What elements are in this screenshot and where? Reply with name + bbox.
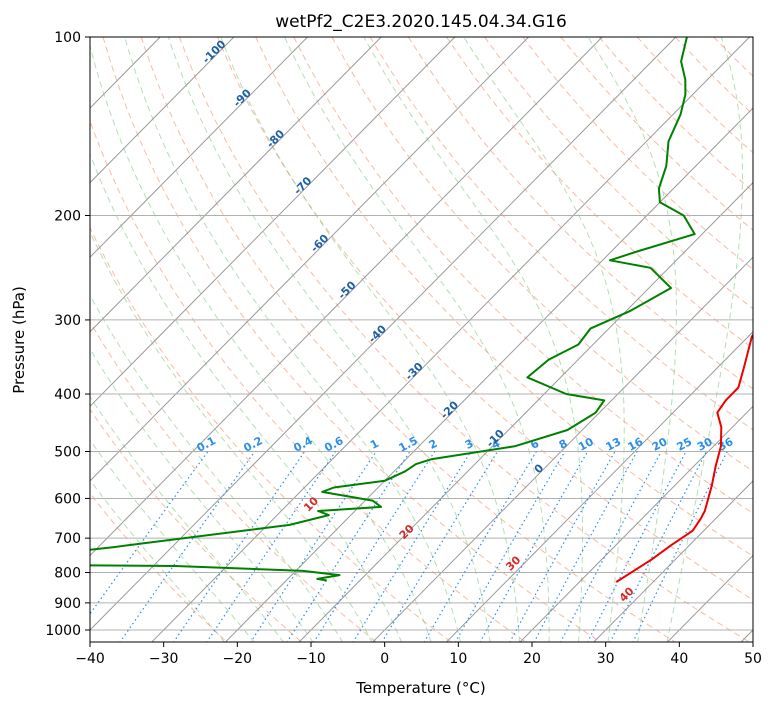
y-tick-label: 400 (54, 387, 81, 403)
moist-adiabat-line (90, 230, 373, 642)
moist-adiabat-line (90, 348, 314, 642)
x-tick-label: 30 (597, 651, 615, 667)
x-tick-label: 50 (744, 651, 762, 667)
moist-adiabats (90, 37, 743, 642)
mixing-ratio-label: 10 (576, 435, 596, 454)
mixing-ratio-line (560, 451, 662, 642)
plot-frame (89, 36, 754, 643)
moist-adiabat-line (587, 37, 677, 642)
mixing-ratio-label: 20 (650, 435, 670, 454)
dry-adiabat-line (446, 37, 753, 350)
moist-adiabat-line (363, 37, 584, 642)
isotherm-line (298, 181, 753, 642)
mixing-ratio-line (286, 451, 411, 642)
mixing-ratio-line (313, 451, 436, 642)
dry-adiabats (90, 37, 753, 642)
isobars (90, 37, 753, 631)
mixing-ratio-line (173, 451, 306, 642)
moist-adiabat-line (90, 44, 432, 642)
dry-adiabat-line (102, 37, 602, 642)
temperature-line (615, 333, 753, 583)
y-axis-label: Pressure (hPa) (10, 286, 28, 394)
x-tick-label: 0 (380, 651, 389, 667)
isotherm-line (90, 37, 456, 408)
moist-adiabat-line (124, 37, 462, 642)
isotherm-line (224, 107, 753, 642)
x-tick-label: 20 (523, 651, 541, 667)
x-tick-label: −20 (223, 651, 253, 667)
x-tick-label: 10 (449, 651, 467, 667)
isotherm-line (372, 256, 753, 642)
dry-adiabat-line (90, 320, 378, 642)
y-tick-label: 200 (54, 209, 81, 225)
moist-adiabat-line (90, 439, 255, 642)
isotherm-line (90, 37, 603, 557)
moist-adiabat-line (220, 37, 521, 642)
y-tick-label: 100 (54, 30, 81, 46)
dry-adiabat-line (90, 226, 452, 642)
profile-series (90, 37, 753, 583)
isotherm-line (519, 405, 753, 642)
mixing-ratio-label: 13 (604, 435, 624, 454)
isotherm-line (90, 37, 308, 258)
dry-adiabat-line (217, 37, 753, 601)
mixing-ratio-label: 16 (626, 435, 646, 454)
dry-adiabat-line (407, 37, 753, 390)
y-tick-label: 1000 (45, 623, 81, 639)
mixing-ratio-line (381, 451, 499, 642)
moist-adiabat-line (284, 37, 550, 642)
x-tick-label: −10 (296, 651, 326, 667)
y-tick-label: 900 (54, 596, 81, 612)
dry-adiabat-line (90, 408, 303, 642)
isotherm-line (90, 37, 382, 333)
isotherm-line (90, 37, 529, 482)
isotherm-line (151, 37, 750, 642)
dry-adiabat-line (140, 37, 676, 642)
moist-adiabat-line (90, 294, 344, 642)
dry-adiabat-line (293, 37, 753, 514)
x-axis-label: Temperature (°C) (355, 679, 485, 697)
mixing-ratio-line (533, 451, 638, 642)
dewpoint-line (90, 37, 696, 582)
y-tick-label: 600 (54, 491, 81, 507)
mixing-ratio-line (119, 451, 256, 642)
moist-adiabat-line (90, 395, 285, 642)
moist-adiabat-line (463, 37, 625, 642)
dry-adiabat-line (369, 37, 753, 431)
moist-adiabat-line (666, 37, 743, 642)
mixing-ratio-lines (90, 451, 728, 642)
isotherms (90, 37, 753, 642)
y-axis: 100 200 300 400 500 600 700 800 900 1000 (45, 30, 90, 639)
moist-adiabat-line (90, 479, 226, 642)
x-tick-label: −40 (75, 651, 105, 667)
y-tick-label: 500 (54, 444, 81, 460)
mixing-ratio-line (632, 451, 728, 642)
y-tick-label: 800 (54, 566, 81, 582)
isotherm-line (593, 480, 753, 642)
mixing-ratio-line (206, 451, 337, 642)
mixing-ratio-label: 25 (675, 435, 695, 454)
mixing-ratio-label: 30 (695, 435, 715, 454)
x-tick-label: −30 (149, 651, 179, 667)
moist-adiabat-line (167, 37, 491, 642)
mixing-ratio-line (423, 451, 537, 642)
y-tick-label: 700 (54, 531, 81, 547)
chart-title: wetPf2_C2E3.2020.145.04.34.G16 (275, 12, 567, 32)
x-axis: −40 −30 −20 −10 0 10 20 30 40 50 (75, 642, 762, 667)
isotherm-line (90, 37, 677, 631)
y-tick-label: 300 (54, 313, 81, 329)
dry-adiabat-line (255, 37, 753, 557)
isotherm-line (445, 331, 753, 642)
isotherm-line (90, 37, 235, 184)
x-tick-label: 40 (670, 651, 688, 667)
mixing-ratio-line (250, 451, 377, 642)
mixing-ratio-line (352, 451, 472, 642)
